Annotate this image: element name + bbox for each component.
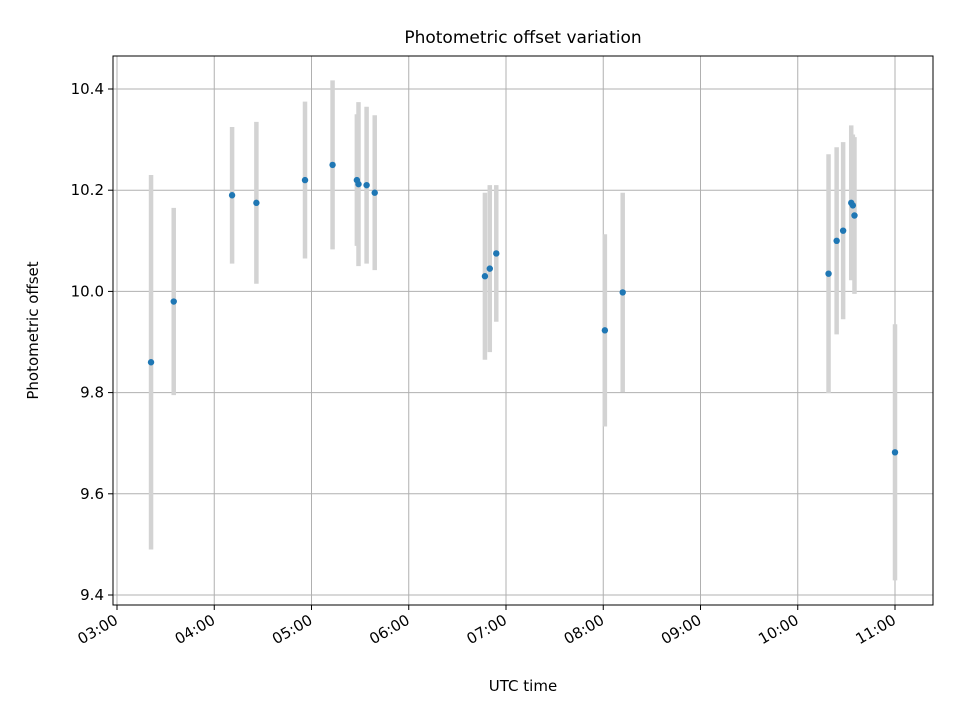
data-point xyxy=(355,180,362,188)
data-point xyxy=(619,289,626,296)
data-point xyxy=(833,237,840,244)
chart-title: Photometric offset variation xyxy=(404,28,641,48)
data-point xyxy=(825,270,832,277)
data-point xyxy=(481,273,489,280)
data-point xyxy=(301,176,309,184)
data-point xyxy=(253,199,260,207)
y-tick-label: 9.4 xyxy=(80,586,104,604)
data-point xyxy=(371,189,378,196)
data-point xyxy=(601,327,609,334)
y-axis-label: Photometric offset xyxy=(24,261,42,399)
y-tick-label: 10.0 xyxy=(71,282,104,300)
data-point xyxy=(363,181,370,189)
x-axis-label: UTC time xyxy=(489,677,557,695)
y-tick-label: 10.2 xyxy=(71,181,104,199)
data-point xyxy=(849,202,857,209)
y-tick-label: 9.8 xyxy=(80,384,104,402)
data-point xyxy=(147,359,155,366)
data-point xyxy=(228,192,236,199)
y-axis-ticks: 9.4 9.6 9.8 10.0 10.2 10.4 xyxy=(71,80,113,604)
data-point xyxy=(891,449,899,456)
y-tick-label: 10.4 xyxy=(71,80,104,98)
plot-frame xyxy=(112,55,934,606)
data-point xyxy=(486,265,493,272)
data-point xyxy=(170,298,177,305)
data-point xyxy=(493,250,500,257)
data-point xyxy=(851,212,858,219)
data-point xyxy=(839,227,847,234)
data-point xyxy=(329,161,336,169)
y-tick-label: 9.6 xyxy=(80,485,104,503)
data-points xyxy=(147,161,899,456)
